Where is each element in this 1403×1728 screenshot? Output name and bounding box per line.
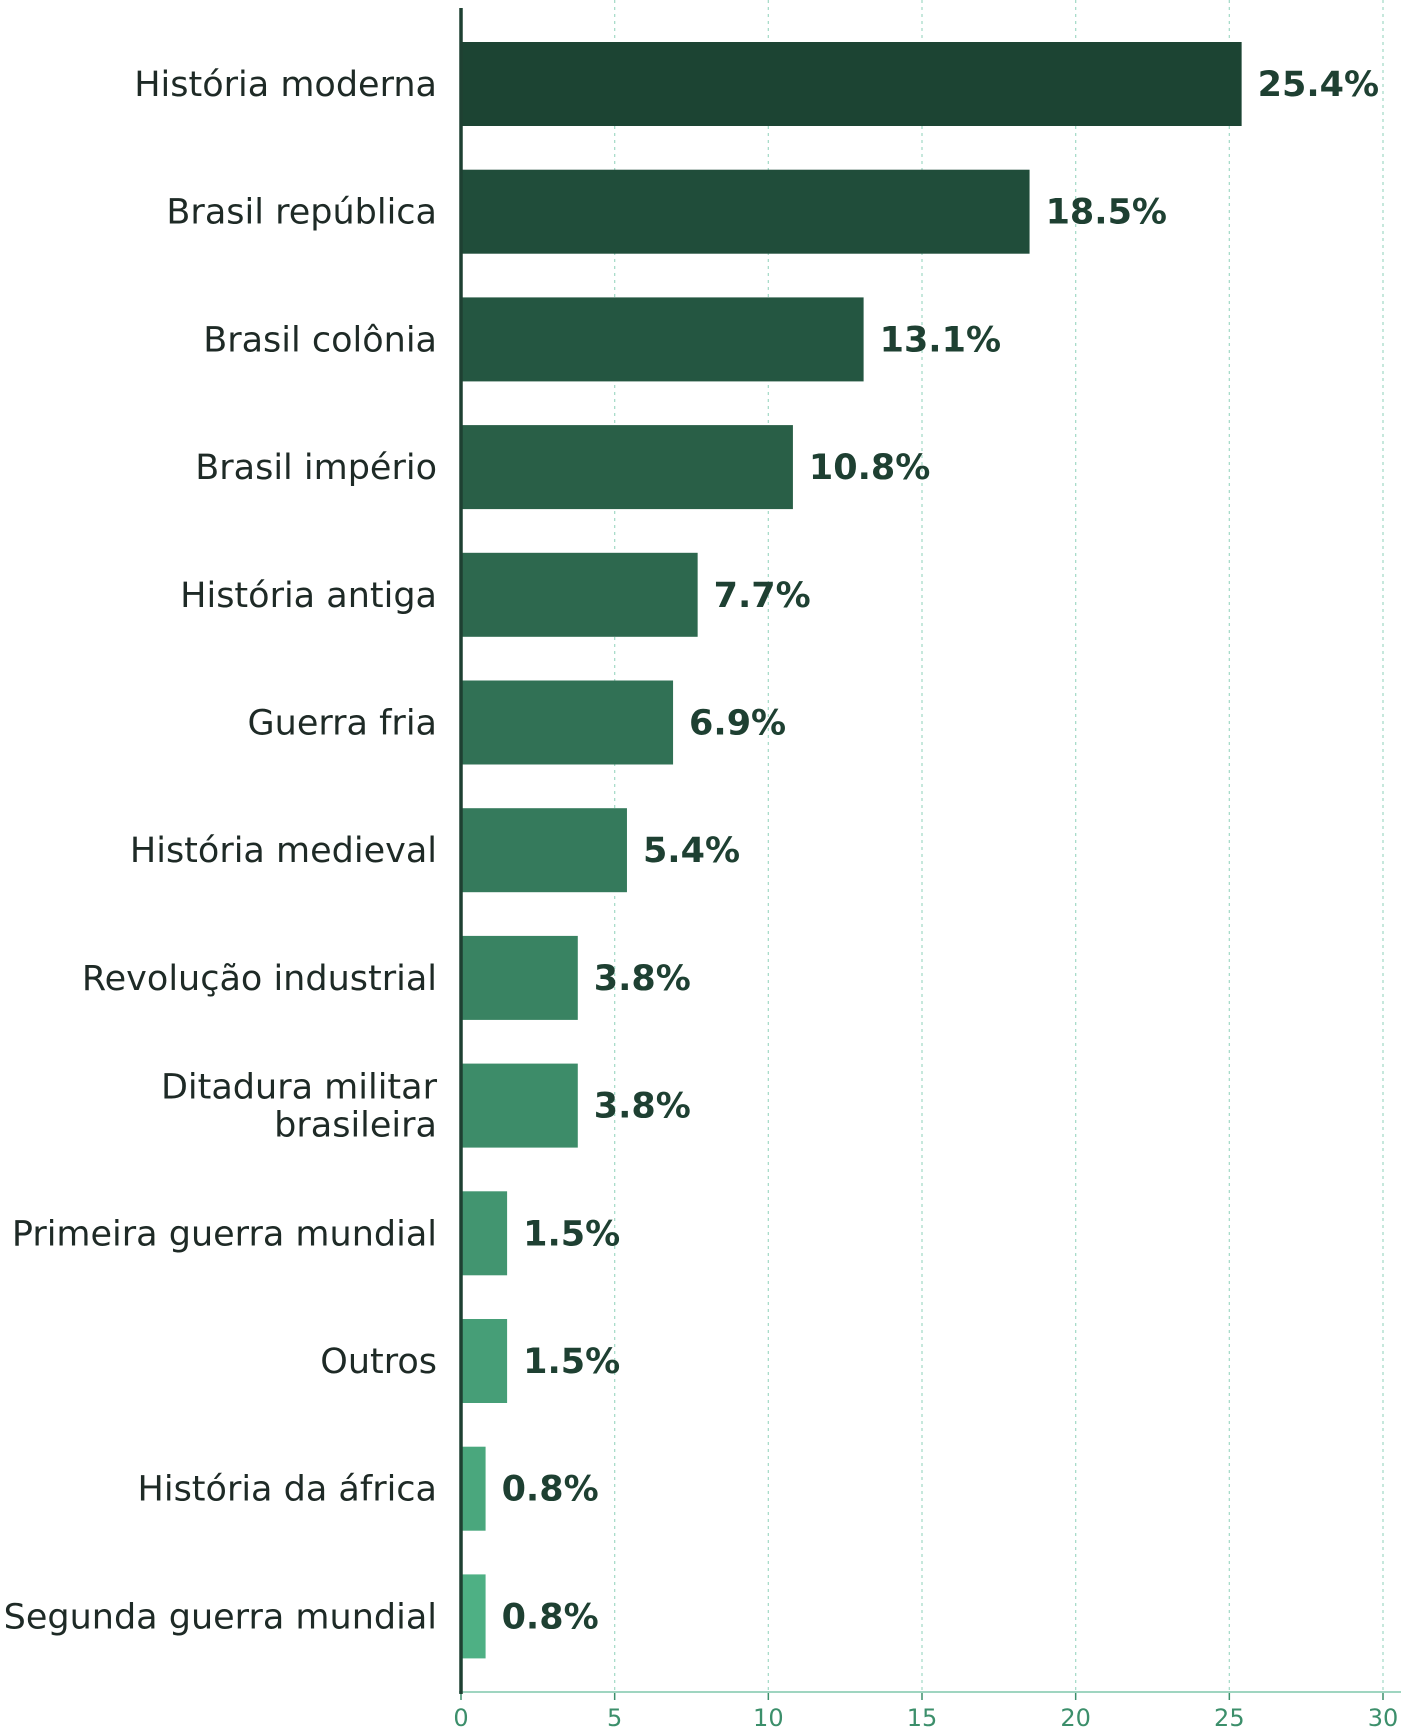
value-label: 25.4% bbox=[1258, 65, 1379, 105]
value-label: 6.9% bbox=[689, 704, 786, 744]
x-tick-label: 20 bbox=[1060, 1704, 1091, 1728]
value-label: 5.4% bbox=[643, 831, 740, 871]
bar bbox=[461, 42, 1242, 126]
category-label-line: História moderna bbox=[134, 65, 437, 105]
category-label-line: Revolução industrial bbox=[82, 959, 437, 999]
x-tick-label: 0 bbox=[453, 1704, 468, 1728]
category-label-line: brasileira bbox=[274, 1106, 437, 1146]
bar bbox=[461, 1319, 508, 1403]
x-tick-label: 25 bbox=[1214, 1704, 1245, 1728]
bar bbox=[461, 425, 793, 510]
value-label: 3.8% bbox=[594, 959, 691, 999]
category-label: Primeira guerra mundial bbox=[12, 1214, 437, 1254]
category-label-line: Brasil república bbox=[166, 193, 437, 233]
bar bbox=[461, 935, 578, 1020]
category-label: Brasil império bbox=[195, 448, 437, 488]
bar bbox=[461, 680, 674, 765]
category-label: Brasil colônia bbox=[203, 320, 437, 360]
bar bbox=[461, 552, 698, 637]
bar bbox=[461, 1191, 508, 1276]
axes: 0 5 10 15 20 25 30 bbox=[453, 8, 1401, 1728]
category-label-line: Brasil império bbox=[195, 448, 437, 488]
category-label: Ditadura militar brasileira bbox=[161, 1068, 438, 1146]
value-label: 0.8% bbox=[502, 1470, 599, 1510]
category-label: História antiga bbox=[180, 576, 437, 616]
gridlines bbox=[614, 0, 1384, 1692]
bars bbox=[461, 42, 1242, 1659]
category-label: História moderna bbox=[134, 65, 437, 105]
category-label-line: História da áfrica bbox=[138, 1470, 437, 1510]
category-label: Brasil república bbox=[166, 193, 437, 233]
x-tick-label: 30 bbox=[1368, 1704, 1399, 1728]
value-label: 7.7% bbox=[714, 576, 811, 616]
value-label: 10.8% bbox=[809, 448, 930, 488]
category-label: Guerra fria bbox=[248, 704, 437, 744]
value-label: 3.8% bbox=[594, 1087, 691, 1127]
category-label-line: Ditadura militar bbox=[161, 1068, 438, 1108]
category-label-line: Brasil colônia bbox=[203, 320, 437, 360]
category-labels: História moderna Brasil república Brasil c… bbox=[4, 65, 438, 1637]
value-label: 1.5% bbox=[523, 1342, 620, 1382]
bar bbox=[461, 297, 864, 382]
category-label-line: Guerra fria bbox=[248, 704, 437, 744]
category-label-line: História antiga bbox=[180, 576, 437, 616]
category-label: Revolução industrial bbox=[82, 959, 437, 999]
value-label: 1.5% bbox=[523, 1214, 620, 1254]
category-label-line: História medieval bbox=[130, 831, 437, 871]
category-label: Segunda guerra mundial bbox=[4, 1597, 437, 1637]
bar bbox=[461, 808, 627, 893]
category-label-line: Primeira guerra mundial bbox=[12, 1214, 437, 1254]
category-label-line: Outros bbox=[320, 1342, 437, 1382]
value-label: 18.5% bbox=[1046, 193, 1167, 233]
bar bbox=[461, 1446, 486, 1531]
value-labels: 25.4% 18.5% 13.1% 10.8% 7.7% 6.9% 5.4% 3.8% 3.8%… bbox=[502, 65, 1379, 1637]
x-tick-label: 15 bbox=[907, 1704, 938, 1728]
category-label: História medieval bbox=[130, 831, 437, 871]
x-tick-label: 5 bbox=[607, 1704, 622, 1728]
bar bbox=[461, 169, 1030, 254]
category-label-line: Segunda guerra mundial bbox=[4, 1597, 437, 1637]
category-label: História da áfrica bbox=[138, 1470, 437, 1510]
category-label: Outros bbox=[320, 1342, 437, 1382]
bar bbox=[461, 1063, 578, 1148]
bar bbox=[461, 1574, 486, 1659]
value-label: 13.1% bbox=[880, 320, 1001, 360]
value-label: 0.8% bbox=[502, 1597, 599, 1637]
x-tick-label: 10 bbox=[753, 1704, 784, 1728]
